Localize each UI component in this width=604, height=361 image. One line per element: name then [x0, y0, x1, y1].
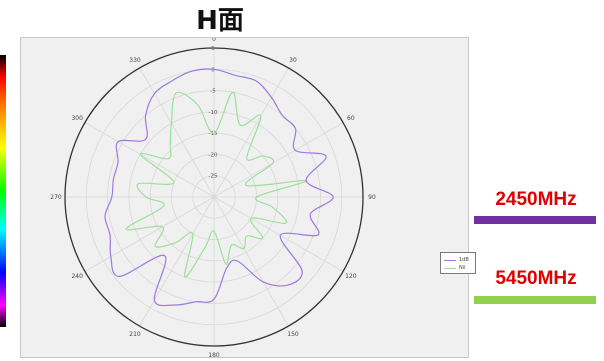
grid-spoke [84, 122, 215, 198]
angle-tick-label: 240 [71, 273, 83, 280]
radial-tick-label: -20 [209, 152, 218, 158]
angle-tick-label: 30 [289, 57, 297, 64]
angle-tick-label: 270 [50, 194, 62, 201]
angle-tick-label: 210 [129, 331, 141, 338]
series-line-0 [104, 68, 334, 307]
colorbar [0, 55, 6, 327]
legend-swatch [444, 259, 456, 261]
polar-plot: 0 30 60 90 120 150 180 210 240 270 300 330 5 0 -5 -10 -1… [50, 38, 376, 357]
angle-tick-label: 90 [368, 194, 376, 201]
label-5450mhz: 5450MHz [495, 268, 577, 289]
plot-panel: 0 30 60 90 120 150 180 210 240 270 300 330 5 0 -5 -10 -1… [20, 37, 476, 358]
series-line-1 [125, 91, 307, 278]
outer-circle [64, 47, 364, 347]
grid-spoke [213, 67, 289, 198]
radial-tick-label: -25 [209, 174, 218, 180]
legend-item-1: 1dB [444, 256, 469, 264]
grid-spoke [213, 122, 344, 198]
legend-label: 1dB [459, 257, 469, 263]
radial-tick-label: 0 [211, 67, 215, 73]
legend-swatch [444, 267, 456, 269]
angle-tick-label: 60 [347, 115, 355, 122]
angle-tick-label: 180 [208, 352, 220, 357]
grid-spoke [139, 67, 215, 198]
radial-tick-label: 5 [211, 46, 215, 52]
radial-tick-label: -10 [209, 110, 218, 116]
legend-item-2: Nil [444, 264, 466, 272]
label-2450mhz: 2450MHz [495, 189, 577, 210]
grid-spoke [213, 196, 289, 327]
angle-tick-label: 120 [345, 273, 357, 280]
legend: 1dB Nil [440, 252, 476, 274]
radial-tick-label: -15 [209, 131, 218, 137]
angle-tick-label: 300 [71, 115, 83, 122]
angle-tick-label: 150 [287, 331, 299, 338]
angle-tick-label: 330 [129, 57, 141, 64]
grid-spoke [84, 196, 215, 272]
angle-tick-label: 0 [212, 38, 216, 43]
swatch-2450mhz [474, 216, 596, 224]
chart-title: H面 [196, 6, 244, 36]
radial-tick-label: -5 [210, 89, 216, 95]
grid-spoke [213, 196, 344, 272]
legend-label: Nil [459, 265, 466, 271]
swatch-5450mhz [474, 296, 596, 304]
grid-spoke [139, 196, 215, 327]
